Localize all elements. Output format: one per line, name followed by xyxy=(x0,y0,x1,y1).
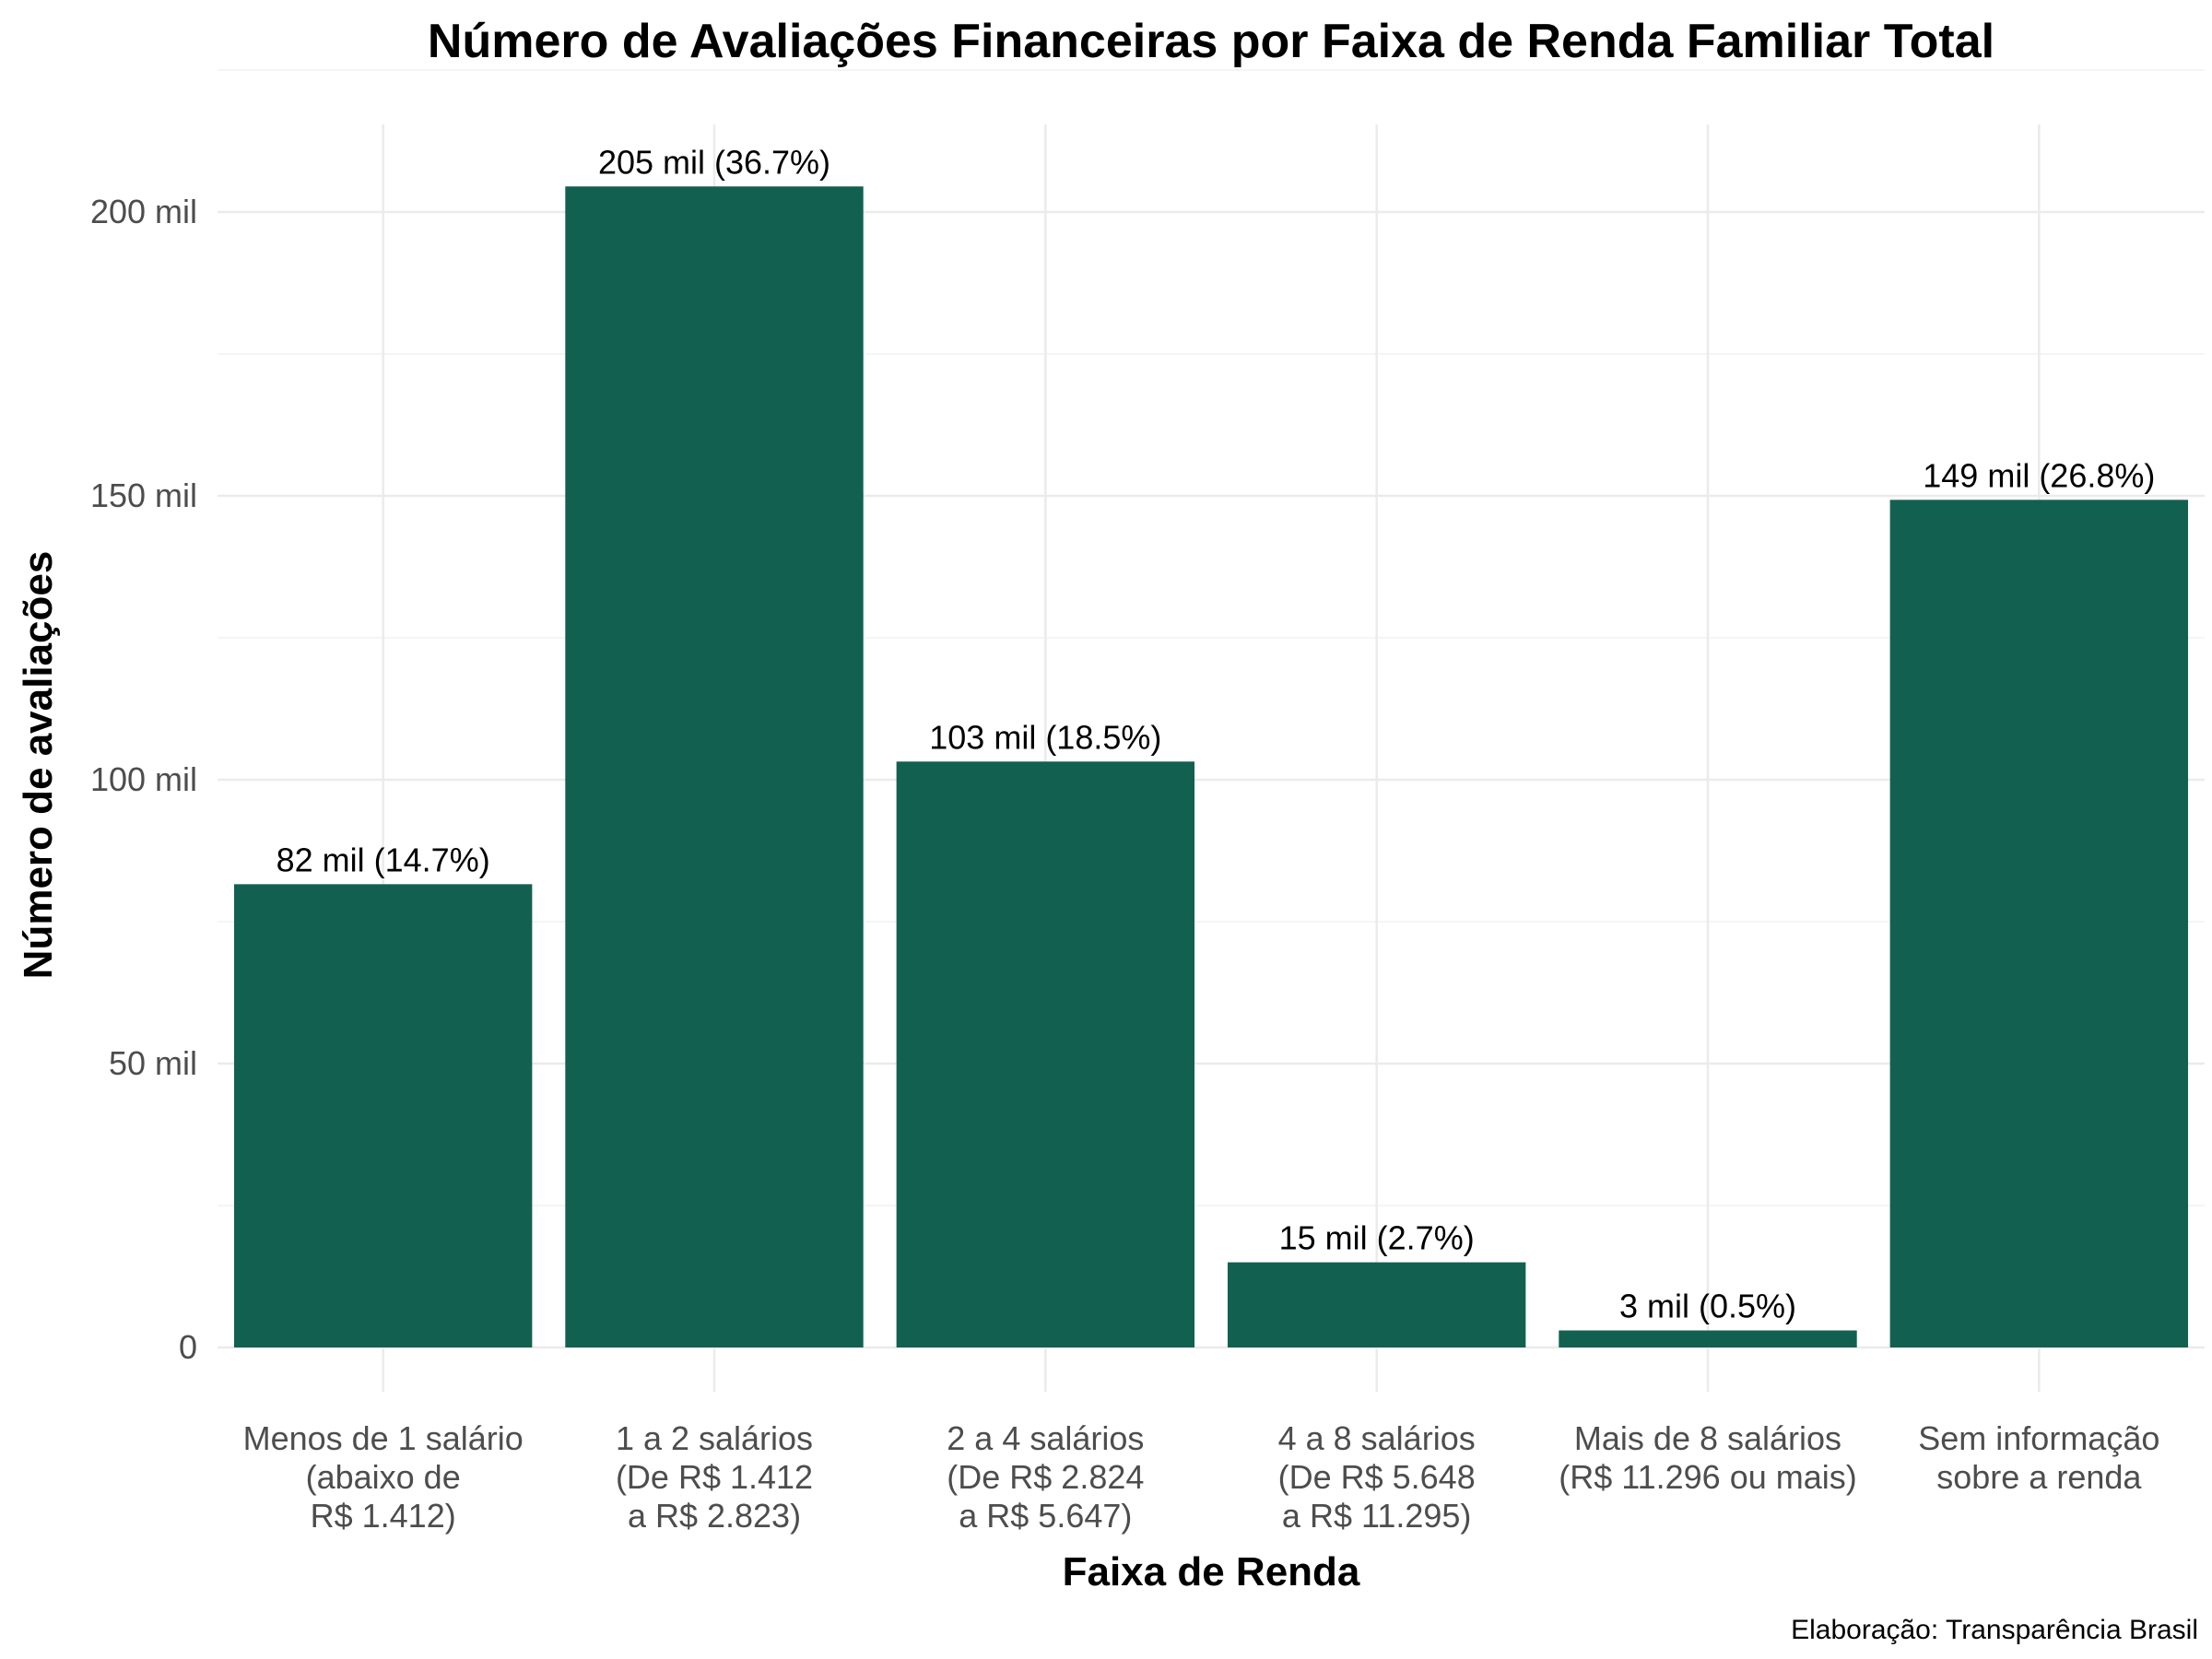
x-tick-label: 1 a 2 salários (De R$ 1.412 a R$ 2.823) xyxy=(616,1419,813,1535)
bar xyxy=(1227,1262,1526,1347)
bar-data-label: 149 mil (26.8%) xyxy=(1923,456,2155,494)
bar-labels: 82 mil (14.7%) 205 mil (36.7%) 103 mil (18… xyxy=(276,143,2156,1324)
y-tick-label: 150 mil xyxy=(90,477,197,514)
bar-data-label: 205 mil (36.7%) xyxy=(598,143,830,181)
y-axis-title: Número de avaliações xyxy=(16,551,61,980)
x-tick-label: Sem informação sobre a renda xyxy=(1918,1419,2159,1496)
bar xyxy=(233,884,533,1347)
bar-data-label: 82 mil (14.7%) xyxy=(276,841,490,878)
x-tick-label: Mais de 8 salários (R$ 11.296 ou mais) xyxy=(1559,1419,1857,1496)
chart-caption: Elaboração: Transparência Brasil xyxy=(1791,1615,2198,1645)
bar-data-label: 15 mil (2.7%) xyxy=(1279,1219,1475,1257)
x-axis-ticks: Menos de 1 salário (abaixo de R$ 1.412) 1 a… xyxy=(243,1419,2160,1535)
bar xyxy=(1889,500,2189,1347)
y-tick-label: 0 xyxy=(179,1328,197,1366)
y-tick-label: 100 mil xyxy=(90,760,197,798)
bar xyxy=(565,186,864,1347)
chart-title: Número de Avaliações Financeiras por Fai… xyxy=(428,15,1994,68)
x-axis-title: Faixa de Renda xyxy=(1063,1549,1360,1594)
x-tick-label: 2 a 4 salários (De R$ 2.824 a R$ 5.647) xyxy=(947,1419,1144,1535)
bars xyxy=(233,186,2189,1347)
bar xyxy=(1559,1330,1857,1347)
x-tick-label: Menos de 1 salário (abaixo de R$ 1.412) xyxy=(243,1419,524,1535)
y-axis-ticks: 0 50 mil 100 mil 150 mil 200 mil xyxy=(90,193,197,1366)
bar-data-label: 103 mil (18.5%) xyxy=(929,718,1161,756)
bar-data-label: 3 mil (0.5%) xyxy=(1619,1288,1796,1325)
y-tick-label: 50 mil xyxy=(109,1044,197,1082)
x-tick-label: 4 a 8 salários (De R$ 5.648 a R$ 11.295) xyxy=(1278,1419,1476,1535)
bar xyxy=(896,761,1195,1347)
y-tick-label: 200 mil xyxy=(90,193,197,230)
